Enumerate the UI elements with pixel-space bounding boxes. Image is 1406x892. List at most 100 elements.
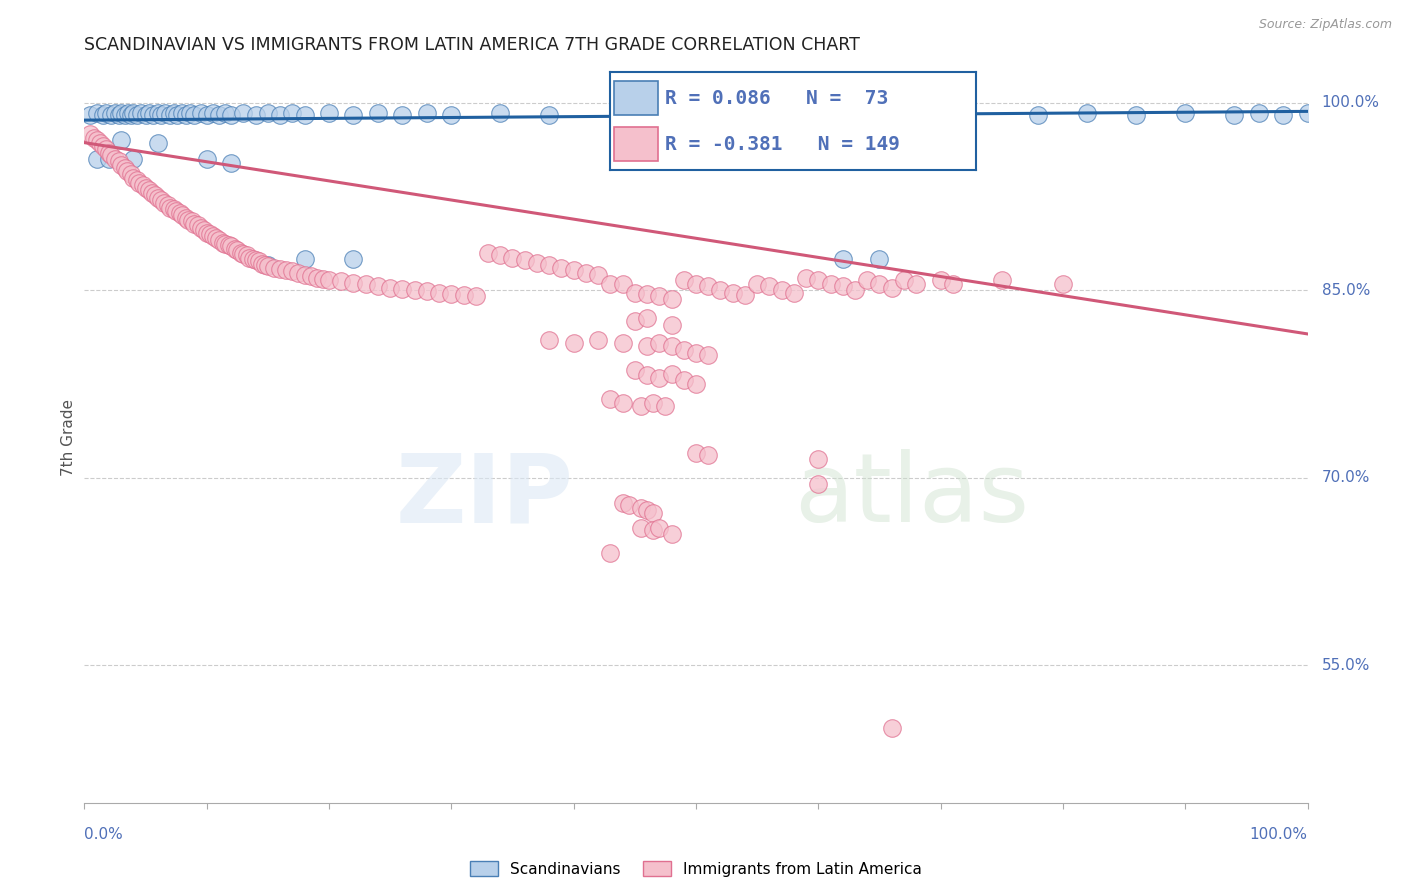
Point: [172, 208, 194, 222]
Point: [201, 105, 224, 120]
Point: [672, 373, 695, 387]
Point: [122, 170, 145, 185]
Point: [218, 238, 240, 252]
Legend: Scandinavians, Immigrants from Latin America: Scandinavians, Immigrants from Latin Ame…: [464, 855, 928, 883]
Point: [538, 108, 561, 122]
Point: [330, 274, 353, 288]
Point: [929, 273, 952, 287]
Point: [195, 108, 218, 122]
Text: SCANDINAVIAN VS IMMIGRANTS FROM LATIN AMERICA 7TH GRADE CORRELATION CHART: SCANDINAVIAN VS IMMIGRANTS FROM LATIN AM…: [84, 36, 860, 54]
Point: [294, 108, 316, 122]
Point: [643, 506, 665, 520]
Point: [672, 273, 695, 287]
Point: [153, 195, 176, 210]
Point: [150, 108, 173, 122]
Point: [114, 108, 136, 122]
Point: [120, 108, 142, 122]
Point: [844, 283, 866, 297]
Point: [617, 498, 640, 512]
Point: [107, 108, 129, 122]
Point: [654, 400, 676, 414]
Point: [232, 105, 254, 120]
Point: [562, 335, 585, 350]
Point: [489, 248, 512, 262]
Point: [117, 105, 139, 120]
Point: [174, 108, 197, 122]
Point: [97, 145, 120, 160]
Point: [214, 236, 236, 251]
Point: [624, 363, 647, 377]
Point: [630, 500, 652, 515]
Point: [427, 285, 450, 300]
Point: [122, 152, 145, 166]
Point: [263, 260, 285, 275]
Point: [661, 367, 683, 381]
Point: [214, 105, 236, 120]
Point: [224, 242, 246, 256]
Point: [159, 201, 181, 215]
Point: [287, 266, 309, 280]
Point: [129, 105, 152, 120]
Point: [125, 173, 148, 187]
FancyBboxPatch shape: [614, 127, 658, 161]
Point: [624, 285, 647, 300]
Point: [856, 273, 879, 287]
Point: [697, 279, 720, 293]
Point: [219, 239, 242, 253]
Text: ZIP: ZIP: [395, 449, 574, 542]
Point: [550, 260, 572, 275]
Point: [501, 251, 523, 265]
Point: [86, 152, 108, 166]
Point: [807, 477, 830, 491]
Point: [299, 269, 322, 284]
Point: [257, 260, 280, 274]
Text: 100.0%: 100.0%: [1250, 827, 1308, 841]
Point: [208, 108, 231, 122]
Point: [630, 521, 652, 535]
Point: [146, 136, 169, 150]
Point: [562, 263, 585, 277]
Point: [104, 105, 127, 120]
Point: [990, 273, 1012, 287]
Point: [110, 158, 132, 172]
Point: [305, 270, 328, 285]
Point: [201, 229, 224, 244]
Point: [1174, 105, 1197, 120]
Point: [165, 204, 187, 219]
Point: [612, 395, 634, 409]
Point: [89, 136, 111, 150]
Point: [97, 152, 120, 166]
Point: [354, 277, 377, 291]
Point: [612, 496, 634, 510]
Point: [391, 282, 413, 296]
Point: [110, 133, 132, 147]
Point: [661, 527, 683, 541]
Point: [318, 105, 340, 120]
Text: 55.0%: 55.0%: [1322, 657, 1369, 673]
Point: [150, 193, 173, 207]
Point: [526, 255, 548, 269]
Point: [141, 186, 163, 200]
Point: [172, 105, 194, 120]
Point: [276, 263, 298, 277]
Point: [226, 243, 249, 257]
Text: 0.0%: 0.0%: [84, 827, 124, 841]
Point: [612, 277, 634, 291]
Point: [238, 251, 260, 265]
Point: [794, 270, 817, 285]
Point: [146, 191, 169, 205]
Point: [100, 108, 122, 122]
Point: [208, 233, 231, 247]
Point: [245, 108, 267, 122]
Point: [464, 289, 486, 303]
Point: [709, 283, 731, 297]
Point: [100, 148, 122, 162]
Point: [179, 105, 201, 120]
Point: [747, 277, 769, 291]
Point: [807, 108, 830, 122]
Point: [869, 277, 891, 291]
Point: [1076, 105, 1098, 120]
Point: [142, 108, 165, 122]
Point: [636, 287, 658, 301]
Point: [624, 314, 647, 328]
